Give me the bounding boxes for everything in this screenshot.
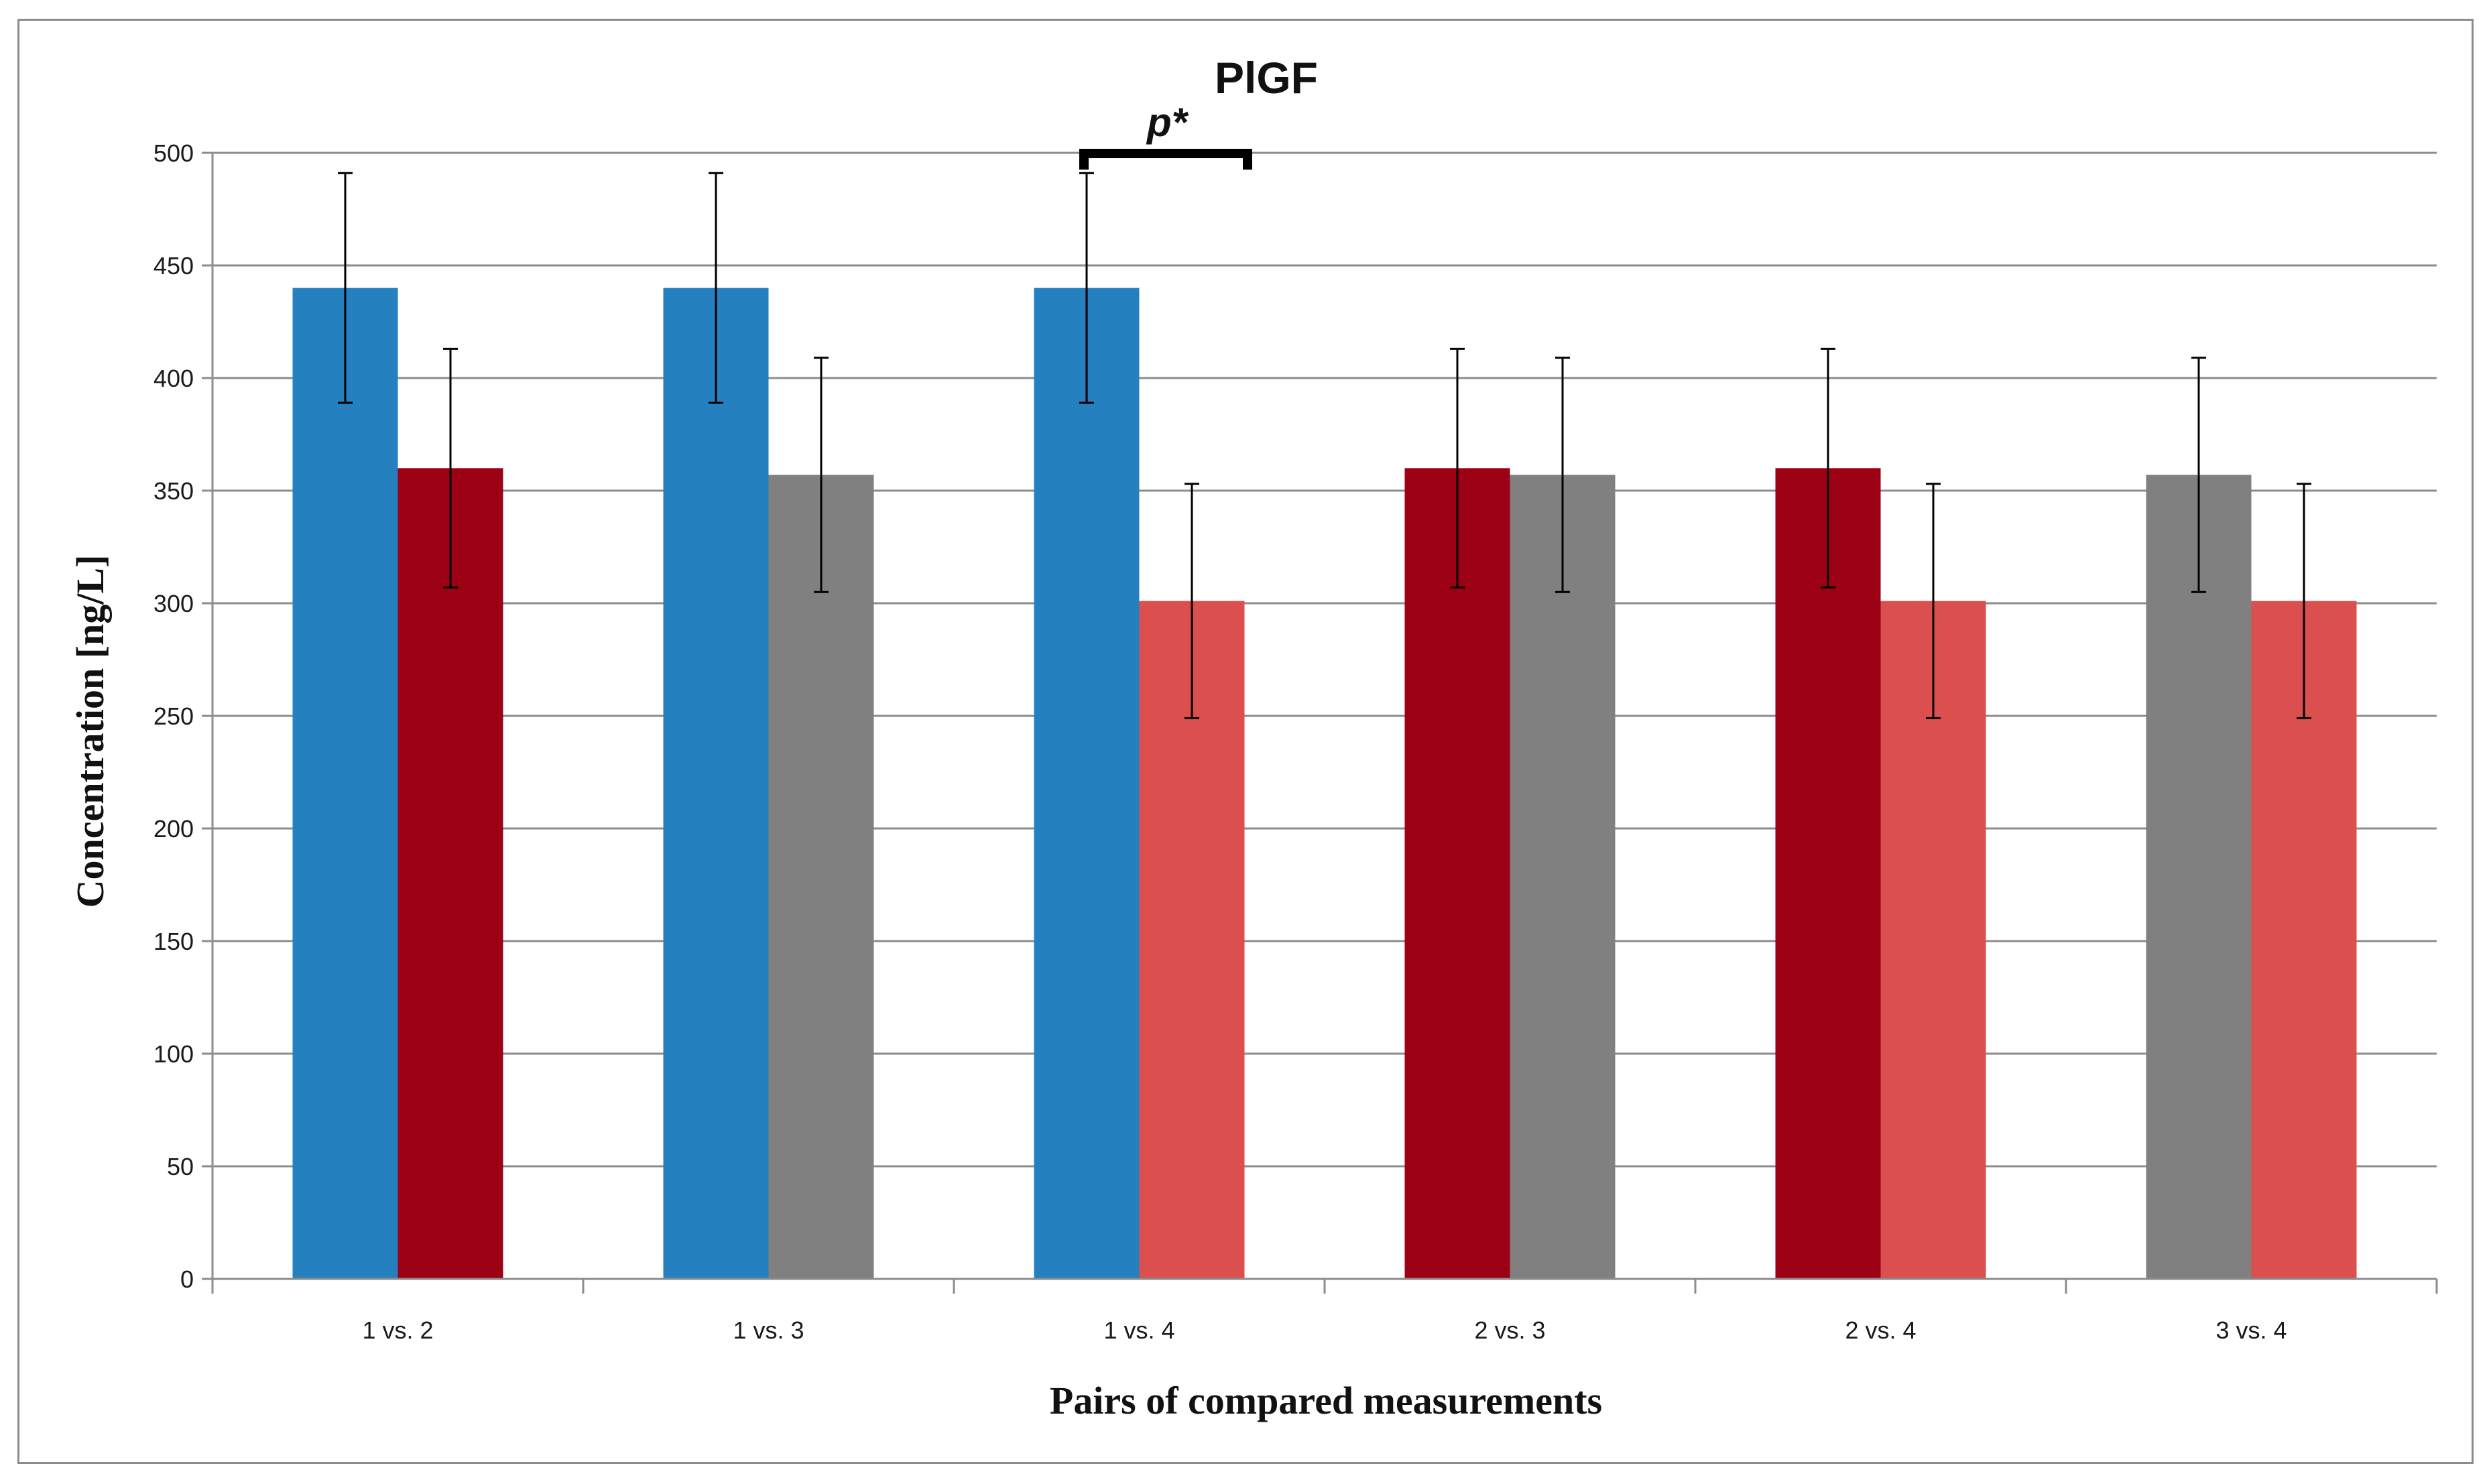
bar [768,475,874,1279]
chart-frame: 0 50 100 150 200 250 300 350 400 450 500 1 vs. 2 1 v… [17,19,2474,1464]
y-tick-label: 150 [154,928,194,955]
y-tick-label: 500 [154,139,194,167]
y-tick-label: 450 [154,252,194,280]
significance-label: p* [1146,100,1189,145]
x-tick-label: 2 vs. 4 [1845,1316,1916,1344]
bar [398,468,503,1279]
bars [292,288,2357,1280]
x-axis-title: Pairs of compared measurements [1050,1379,1602,1422]
bar [292,288,398,1280]
gridlines [212,151,2437,1168]
x-tick-label: 3 vs. 4 [2215,1316,2287,1344]
error-bars [338,172,2311,719]
bar [1034,288,1140,1280]
bar-chart: 0 50 100 150 200 250 300 350 400 450 500 1 vs. 2 1 v… [68,53,2438,1422]
x-tick-label: 2 vs. 3 [1474,1316,1545,1344]
y-tick-label: 200 [154,815,194,843]
y-tick-label: 0 [180,1265,194,1293]
bar [1404,468,1510,1279]
tick-labels: 0 50 100 150 200 250 300 350 400 450 500 1 vs. 2 1 v… [154,139,2287,1344]
y-axis-title: Concentration [ng/L] [68,555,112,908]
significance-bracket [1079,149,1252,170]
axes [202,151,2438,1294]
bar [2146,475,2252,1279]
significance-annotation: p* [1079,100,1252,170]
y-tick-label: 400 [154,365,194,392]
chart-title: PlGF [1215,53,1318,103]
x-tick-label: 1 vs. 4 [1103,1316,1174,1344]
y-tick-label: 250 [154,702,194,730]
y-tick-label: 350 [154,477,194,505]
x-tick-label: 1 vs. 3 [733,1316,804,1344]
y-tick-label: 50 [167,1153,194,1180]
bar [1510,475,1616,1279]
bar [663,288,769,1280]
y-tick-label: 100 [154,1040,194,1068]
bar [1775,468,1881,1279]
y-tick-label: 300 [154,590,194,617]
x-tick-label: 1 vs. 2 [362,1316,433,1344]
